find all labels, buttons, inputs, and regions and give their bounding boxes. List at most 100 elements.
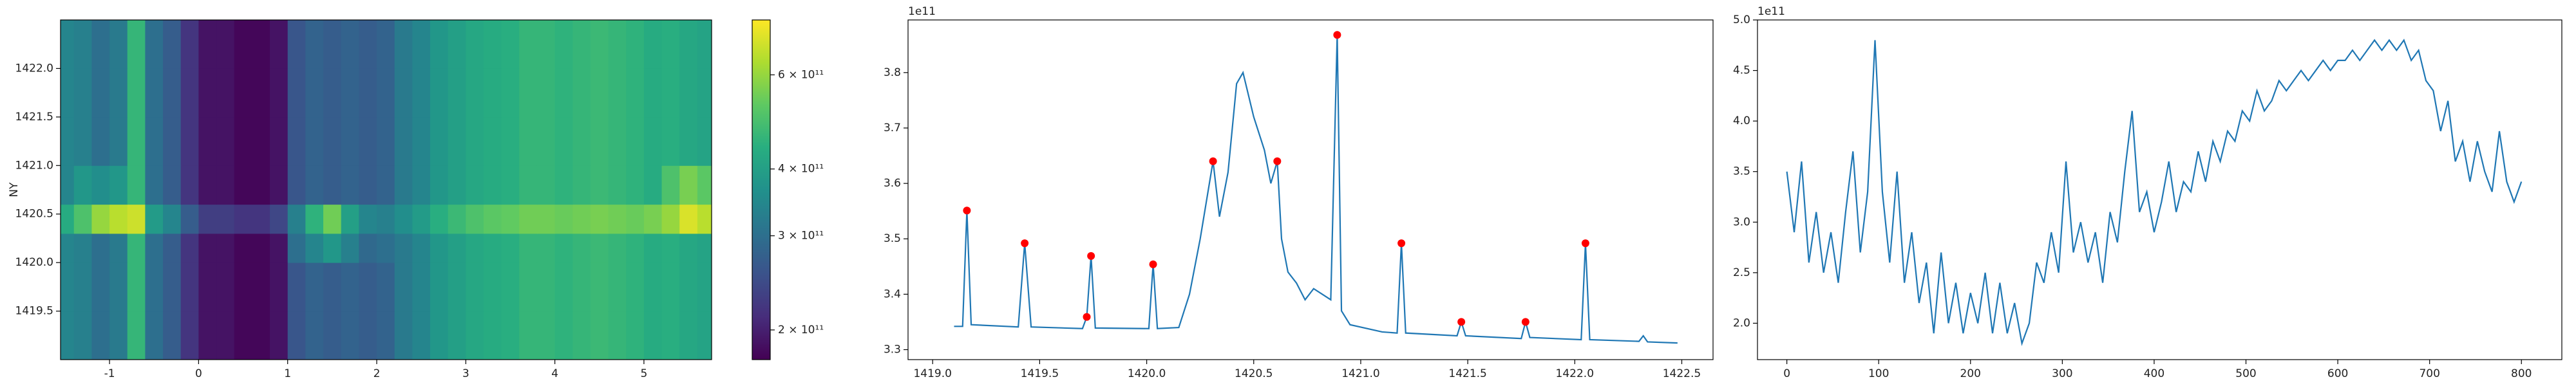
heatmap-cell [697, 165, 712, 205]
heatmap-cell [163, 233, 182, 263]
heatmap-cell [198, 68, 217, 118]
heatmap-cell [376, 204, 395, 234]
heatmap-cell [198, 165, 217, 205]
y-tick-label: 3.7 [884, 122, 901, 134]
heatmap-cell [394, 116, 413, 166]
heatmap-cell [252, 165, 270, 205]
heatmap-cell [554, 311, 573, 360]
heatmap-cell [109, 233, 128, 263]
heatmap-cell [145, 165, 164, 205]
heatmap-cell [198, 116, 217, 166]
heatmap-cell [643, 68, 663, 118]
heatmap-cell [216, 204, 235, 234]
heatmap-cell [270, 262, 289, 312]
heatmap-cell [61, 233, 75, 263]
x-tick-label: 1422.5 [1663, 367, 1701, 380]
heatmap-cell [73, 262, 92, 312]
heatmap-cell [679, 311, 698, 360]
heatmap-cell [270, 204, 289, 234]
heatmap-cell [697, 262, 712, 312]
heatmap-cell [501, 116, 520, 166]
heatmap-cell [448, 311, 466, 360]
heatmap-cell [341, 233, 359, 263]
heatmap-cell [109, 165, 128, 205]
heatmap-cell [466, 165, 484, 205]
heatmap-cell [359, 233, 377, 263]
heatmap-cell [287, 20, 306, 69]
y-tick-label: 3.3 [884, 343, 901, 356]
heatmap-cell [359, 311, 377, 360]
heatmap-cell [643, 204, 663, 234]
y-tick-label: 1419.5 [15, 305, 53, 318]
x-tick-label: 1 [284, 367, 291, 380]
heatmap-cell [198, 20, 217, 69]
x-tick-label: 0 [1783, 367, 1790, 380]
x-tick-label: 0 [195, 367, 202, 380]
heatmap-cell [376, 68, 395, 118]
heatmap-cell [91, 233, 110, 263]
y-tick-label: 3.5 [1733, 165, 1750, 178]
heatmap-cell [590, 20, 609, 69]
heatmap-cell [679, 204, 698, 234]
heatmap-cell [234, 116, 252, 166]
heatmap-cell [412, 165, 431, 205]
heatmap-cell [180, 20, 199, 69]
heatmap-cell [590, 165, 609, 205]
heatmap-cell [109, 116, 128, 166]
heatmap-cell [305, 262, 324, 312]
heatmap-cell [643, 262, 663, 312]
heatmap-cell [448, 204, 466, 234]
heatmap-cell [661, 262, 680, 312]
heatmap-cell [127, 262, 146, 312]
heatmap-cell [554, 68, 573, 118]
heatmap-cell [697, 311, 712, 360]
y-tick-label: 3.0 [1733, 216, 1750, 228]
heatmap-cell [661, 233, 680, 263]
heatmap-cell [519, 311, 538, 360]
x-tick-label: 600 [2327, 367, 2348, 380]
heatmap-cell [501, 165, 520, 205]
y-tick-label: 1420.5 [15, 208, 53, 221]
heatmap-cell [163, 311, 182, 360]
heatmap-cell [216, 68, 235, 118]
heatmap-cell [341, 204, 359, 234]
heatmap-cell [198, 233, 217, 263]
heatmap-cell [216, 116, 235, 166]
heatmap-cell [608, 165, 627, 205]
x-tick-label: 200 [1960, 367, 1981, 380]
heatmap-cell [394, 20, 413, 69]
heatmap-cell [448, 68, 466, 118]
heatmap-cell [216, 165, 235, 205]
heatmap-cell [483, 262, 502, 312]
heatmap-cell [661, 20, 680, 69]
heatmap-cell [287, 262, 306, 312]
y-tick-label: 4.0 [1733, 115, 1750, 127]
heatmap-cell [252, 116, 270, 166]
heatmap-cell [234, 165, 252, 205]
x-tick-label: 800 [2511, 367, 2532, 380]
heatmap-cell [590, 68, 609, 118]
heatmap-cell [61, 311, 75, 360]
heatmap-cell [661, 311, 680, 360]
heatmap-cell [394, 204, 413, 234]
colorbar-tick-label: 2 × 10¹¹ [778, 324, 824, 336]
y-tick-label: 3.8 [884, 66, 901, 79]
heatmap-cell [61, 262, 75, 312]
x-tick-label: -1 [104, 367, 115, 380]
heatmap-cell [323, 165, 342, 205]
heatmap-cell [412, 20, 431, 69]
y-tick-label: 4.5 [1733, 64, 1750, 77]
heatmap-cell [252, 233, 270, 263]
heatmap-cell [180, 311, 199, 360]
heatmap-cell [536, 68, 556, 118]
heatmap-cell [376, 311, 395, 360]
heatmap-cell [519, 116, 538, 166]
heatmap-cell [145, 204, 164, 234]
heatmap-cell [287, 311, 306, 360]
heatmap-cell [590, 311, 609, 360]
heatmap-cell [270, 233, 289, 263]
heatmap-cell [643, 233, 663, 263]
heatmap-cell [216, 20, 235, 69]
heatmap-cell [376, 262, 395, 312]
heatmap-cell [323, 262, 342, 312]
